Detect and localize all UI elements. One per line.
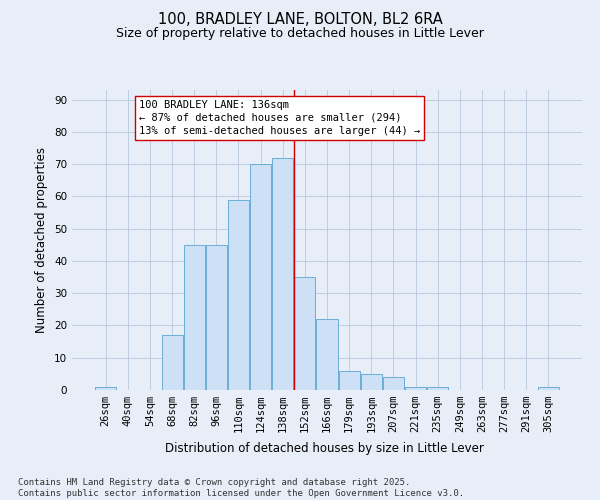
Text: Distribution of detached houses by size in Little Lever: Distribution of detached houses by size … bbox=[164, 442, 484, 455]
Bar bbox=[272, 158, 293, 390]
Bar bbox=[427, 387, 448, 390]
Bar bbox=[184, 245, 205, 390]
Bar bbox=[250, 164, 271, 390]
Bar bbox=[338, 370, 359, 390]
Bar bbox=[161, 335, 182, 390]
Bar bbox=[95, 387, 116, 390]
Text: 100, BRADLEY LANE, BOLTON, BL2 6RA: 100, BRADLEY LANE, BOLTON, BL2 6RA bbox=[158, 12, 442, 28]
Bar bbox=[228, 200, 249, 390]
Bar bbox=[361, 374, 382, 390]
Bar bbox=[383, 377, 404, 390]
Bar bbox=[405, 387, 426, 390]
Bar bbox=[538, 387, 559, 390]
Bar bbox=[316, 319, 338, 390]
Bar bbox=[206, 245, 227, 390]
Text: Size of property relative to detached houses in Little Lever: Size of property relative to detached ho… bbox=[116, 28, 484, 40]
Y-axis label: Number of detached properties: Number of detached properties bbox=[35, 147, 49, 333]
Text: 100 BRADLEY LANE: 136sqm
← 87% of detached houses are smaller (294)
13% of semi-: 100 BRADLEY LANE: 136sqm ← 87% of detach… bbox=[139, 100, 420, 136]
Text: Contains HM Land Registry data © Crown copyright and database right 2025.
Contai: Contains HM Land Registry data © Crown c… bbox=[18, 478, 464, 498]
Bar bbox=[295, 277, 316, 390]
